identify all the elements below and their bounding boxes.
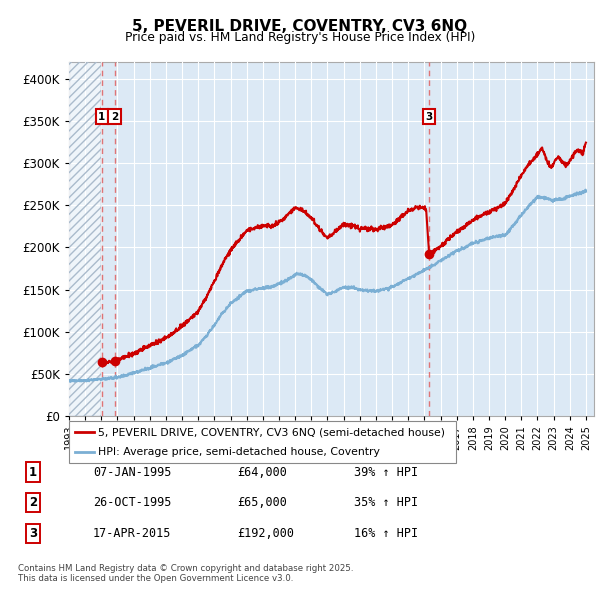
Text: 07-JAN-1995: 07-JAN-1995: [93, 466, 172, 478]
Text: 1: 1: [98, 112, 106, 122]
Text: 26-OCT-1995: 26-OCT-1995: [93, 496, 172, 509]
Text: 16% ↑ HPI: 16% ↑ HPI: [354, 527, 418, 540]
Text: 2: 2: [29, 496, 37, 509]
Text: 35% ↑ HPI: 35% ↑ HPI: [354, 496, 418, 509]
Text: £65,000: £65,000: [237, 496, 287, 509]
FancyBboxPatch shape: [69, 421, 456, 463]
Text: £64,000: £64,000: [237, 466, 287, 478]
Text: 1: 1: [29, 466, 37, 478]
Text: Price paid vs. HM Land Registry's House Price Index (HPI): Price paid vs. HM Land Registry's House …: [125, 31, 475, 44]
Text: 3: 3: [29, 527, 37, 540]
Text: 2: 2: [111, 112, 118, 122]
Text: HPI: Average price, semi-detached house, Coventry: HPI: Average price, semi-detached house,…: [98, 447, 380, 457]
Text: 3: 3: [425, 112, 433, 122]
Text: 17-APR-2015: 17-APR-2015: [93, 527, 172, 540]
Text: 5, PEVERIL DRIVE, COVENTRY, CV3 6NQ: 5, PEVERIL DRIVE, COVENTRY, CV3 6NQ: [133, 19, 467, 34]
Text: 39% ↑ HPI: 39% ↑ HPI: [354, 466, 418, 478]
Text: 5, PEVERIL DRIVE, COVENTRY, CV3 6NQ (semi-detached house): 5, PEVERIL DRIVE, COVENTRY, CV3 6NQ (sem…: [98, 427, 445, 437]
Bar: [69, 62, 101, 416]
Bar: [69, 62, 101, 416]
Text: Contains HM Land Registry data © Crown copyright and database right 2025.
This d: Contains HM Land Registry data © Crown c…: [18, 563, 353, 583]
Text: £192,000: £192,000: [237, 527, 294, 540]
